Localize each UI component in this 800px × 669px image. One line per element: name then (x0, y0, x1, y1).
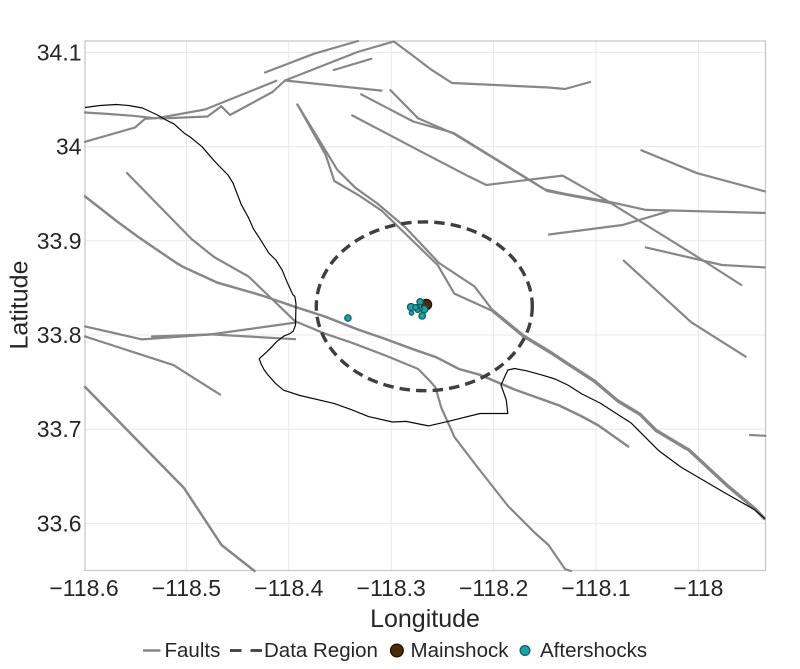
svg-text:−118.3: −118.3 (357, 575, 426, 601)
svg-text:Faults: Faults (165, 639, 221, 662)
svg-text:−118.6: −118.6 (49, 575, 118, 601)
svg-text:Aftershocks: Aftershocks (540, 639, 647, 662)
svg-text:34: 34 (56, 134, 82, 160)
svg-text:33.9: 33.9 (37, 228, 82, 254)
svg-text:Latitude: Latitude (6, 261, 34, 350)
svg-text:33.6: 33.6 (37, 510, 82, 536)
svg-text:33.7: 33.7 (37, 416, 82, 442)
svg-text:Mainshock: Mainshock (411, 639, 510, 662)
svg-text:−118.4: −118.4 (254, 575, 323, 601)
svg-text:−118: −118 (673, 575, 723, 601)
svg-text:34.1: 34.1 (37, 39, 82, 65)
svg-text:−118.1: −118.1 (561, 575, 630, 601)
svg-text:33.8: 33.8 (37, 322, 82, 348)
svg-text:−118.2: −118.2 (459, 575, 528, 601)
svg-text:Data Region: Data Region (264, 639, 378, 662)
svg-text:Longitude: Longitude (370, 605, 480, 633)
svg-text:−118.5: −118.5 (152, 575, 221, 601)
